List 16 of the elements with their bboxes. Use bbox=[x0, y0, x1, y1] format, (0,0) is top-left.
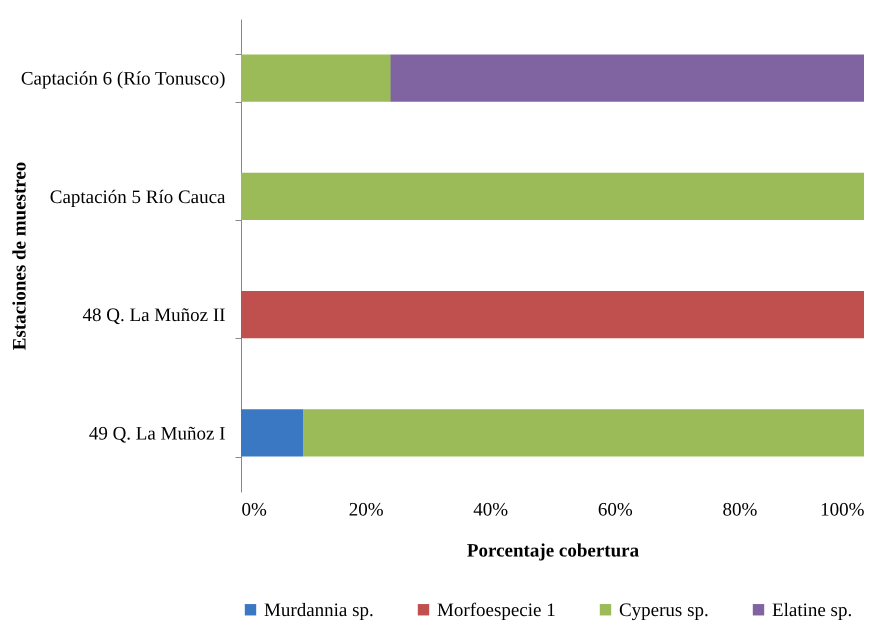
x-tick-label: 0% bbox=[242, 500, 267, 520]
legend-label: Morfoespecie 1 bbox=[437, 600, 556, 621]
x-tick-label: 20% bbox=[348, 500, 384, 520]
y-axis-title: Estaciones de muestreo bbox=[10, 162, 30, 350]
x-tick-label: 40% bbox=[473, 500, 508, 520]
x-axis-title: Porcentaje cobertura bbox=[466, 540, 640, 562]
x-tick-label: 100% bbox=[820, 500, 865, 520]
legend-label: Murdannia sp. bbox=[264, 600, 374, 621]
y-tick-label: 49 Q. La Muñoz I bbox=[88, 423, 226, 444]
y-tick-label: 48 Q. La Muñoz II bbox=[82, 305, 226, 326]
legend-label: Cyperus sp. bbox=[619, 600, 709, 621]
x-tick-label: 60% bbox=[598, 500, 633, 520]
x-tick-label: 80% bbox=[722, 500, 758, 520]
y-tick-label: Captación 5 Río Cauca bbox=[50, 186, 226, 208]
y-tick-label: Captación 6 (Río Tonusco) bbox=[20, 68, 226, 90]
legend-label: Elatine sp. bbox=[772, 600, 852, 621]
